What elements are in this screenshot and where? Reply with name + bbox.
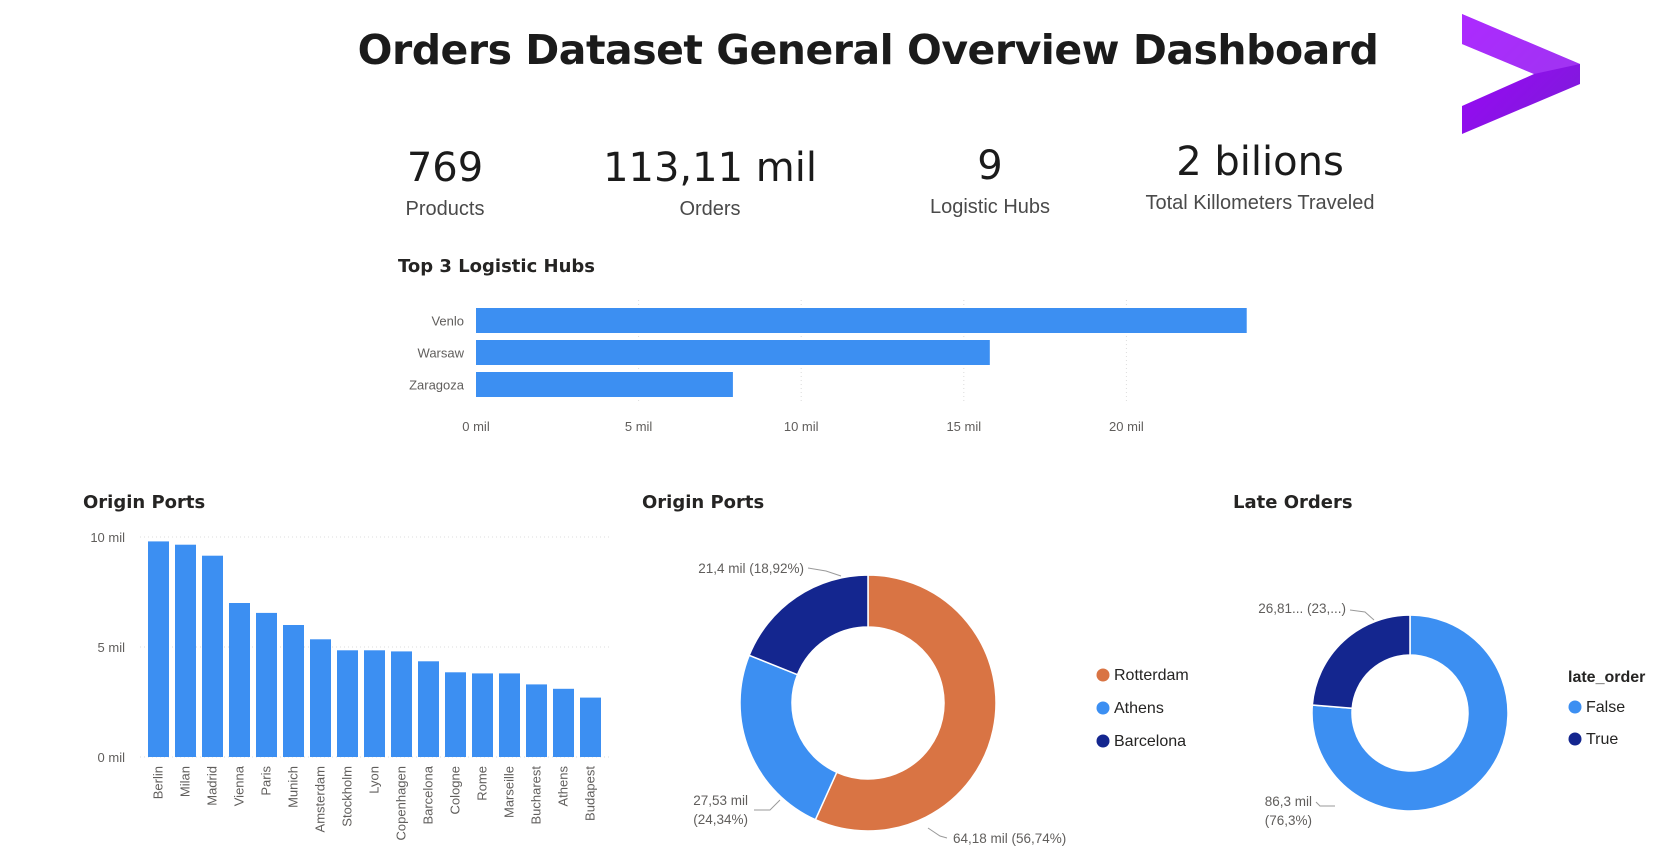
x-tick-label: Barcelona xyxy=(421,765,436,824)
bar xyxy=(310,639,331,757)
y-tick-label: Warsaw xyxy=(418,346,465,361)
kpi-kilometers: 2 bilions Total Killometers Traveled xyxy=(1130,138,1390,215)
x-tick-label: Athens xyxy=(556,766,571,807)
y-tick-label: Venlo xyxy=(431,314,464,329)
data-label: 26,81... (23,...) xyxy=(1258,601,1346,616)
x-tick-label: Cologne xyxy=(448,766,463,814)
legend-marker xyxy=(1096,701,1110,715)
x-tick-label: Copenhagen xyxy=(394,766,409,840)
bar xyxy=(175,544,196,757)
late-donut-slice-true xyxy=(1311,614,1411,710)
bar xyxy=(337,650,358,757)
kpi-orders: 113,11 mil Orders xyxy=(580,144,840,221)
x-tick-label: 10 mil xyxy=(784,419,819,434)
late-donut-slice-false xyxy=(1311,614,1509,812)
x-tick-label: Madrid xyxy=(205,766,220,806)
kpi-label: Total Killometers Traveled xyxy=(1145,192,1375,214)
bar xyxy=(476,372,733,397)
bar xyxy=(202,555,223,757)
leader-line xyxy=(927,827,948,839)
bar xyxy=(256,612,277,757)
legend-label: True xyxy=(1586,731,1618,748)
x-tick-label: Bucharest xyxy=(529,766,544,825)
ports-donut-slice-athens xyxy=(739,654,838,821)
bar xyxy=(499,673,520,757)
kpi-logistic-hubs: 9 Logistic Hubs xyxy=(900,142,1080,219)
leader-line xyxy=(1315,801,1335,807)
leader-line xyxy=(807,567,842,577)
bar xyxy=(553,688,574,757)
x-tick-label: Milan xyxy=(178,766,193,797)
x-tick-label: 15 mil xyxy=(946,419,981,434)
x-tick-label: Marseille xyxy=(502,766,517,818)
x-tick-label: 0 mil xyxy=(462,419,490,434)
ports-bar-chart-title: Origin Ports xyxy=(83,492,206,513)
data-label: (76,3%) xyxy=(1265,813,1312,828)
ports-donut-slice-rotterdam xyxy=(814,574,997,832)
legend-marker xyxy=(1096,668,1110,682)
x-tick-label: Berlin xyxy=(151,766,166,799)
ports-donut-slice-barcelona xyxy=(748,574,869,676)
x-tick-label: Paris xyxy=(259,766,274,796)
page-title: Orders Dataset General Overview Dashboar… xyxy=(357,26,1379,74)
bar xyxy=(526,684,547,757)
bar xyxy=(476,340,990,365)
x-tick-label: Lyon xyxy=(367,766,382,794)
x-tick-label: Munich xyxy=(286,766,301,808)
data-label: 64,18 mil (56,74%) xyxy=(953,831,1066,846)
data-label: 21,4 mil (18,92%) xyxy=(698,561,804,576)
x-tick-label: 20 mil xyxy=(1109,419,1144,434)
x-tick-label: Stockholm xyxy=(340,766,355,827)
hubs-chart-title: Top 3 Logistic Hubs xyxy=(398,256,595,277)
bar xyxy=(580,697,601,757)
x-tick-label: Vienna xyxy=(232,765,247,806)
bar xyxy=(148,541,169,757)
data-label: (24,34%) xyxy=(693,812,748,827)
x-tick-label: Rome xyxy=(475,766,490,801)
x-tick-label: Budapest xyxy=(583,766,598,821)
bar xyxy=(391,651,412,757)
kpi-label: Products xyxy=(405,198,485,220)
kpi-value: 769 xyxy=(406,145,484,191)
x-tick-label: Amsterdam xyxy=(313,766,328,832)
y-tick-label: 10 mil xyxy=(90,530,125,545)
y-tick-label: Zaragoza xyxy=(409,378,465,393)
leader-line xyxy=(754,799,781,811)
bar xyxy=(364,650,385,757)
legend-label: Rotterdam xyxy=(1114,667,1189,684)
x-tick-label: 5 mil xyxy=(625,419,653,434)
legend-marker xyxy=(1568,732,1582,746)
kpi-label: Logistic Hubs xyxy=(929,196,1051,218)
kpi-value: 2 bilions xyxy=(1176,139,1344,185)
leader-line xyxy=(1349,609,1375,621)
ports-donut-chart-title: Origin Ports xyxy=(642,492,765,513)
late-orders-chart-title: Late Orders xyxy=(1233,492,1353,513)
legend-marker xyxy=(1096,734,1110,748)
accenture-logo-icon xyxy=(1462,14,1580,134)
bar xyxy=(229,603,250,757)
legend-marker xyxy=(1568,700,1582,714)
kpi-label: Orders xyxy=(679,198,741,220)
y-tick-label: 5 mil xyxy=(98,640,126,655)
legend-title: late_order xyxy=(1568,669,1645,686)
bar xyxy=(472,673,493,757)
bar xyxy=(476,308,1247,333)
kpi-value: 9 xyxy=(977,143,1003,189)
bar xyxy=(283,625,304,757)
y-tick-label: 0 mil xyxy=(98,750,126,765)
bar xyxy=(418,661,439,757)
kpi-products: 769 Products xyxy=(385,144,505,221)
bar xyxy=(445,672,466,757)
legend-label: Barcelona xyxy=(1114,733,1186,750)
legend-label: Athens xyxy=(1114,700,1164,717)
kpi-value: 113,11 mil xyxy=(603,145,817,191)
data-label: 86,3 mil xyxy=(1265,794,1312,809)
data-label: 27,53 mil xyxy=(693,793,748,808)
legend-label: False xyxy=(1586,699,1625,716)
